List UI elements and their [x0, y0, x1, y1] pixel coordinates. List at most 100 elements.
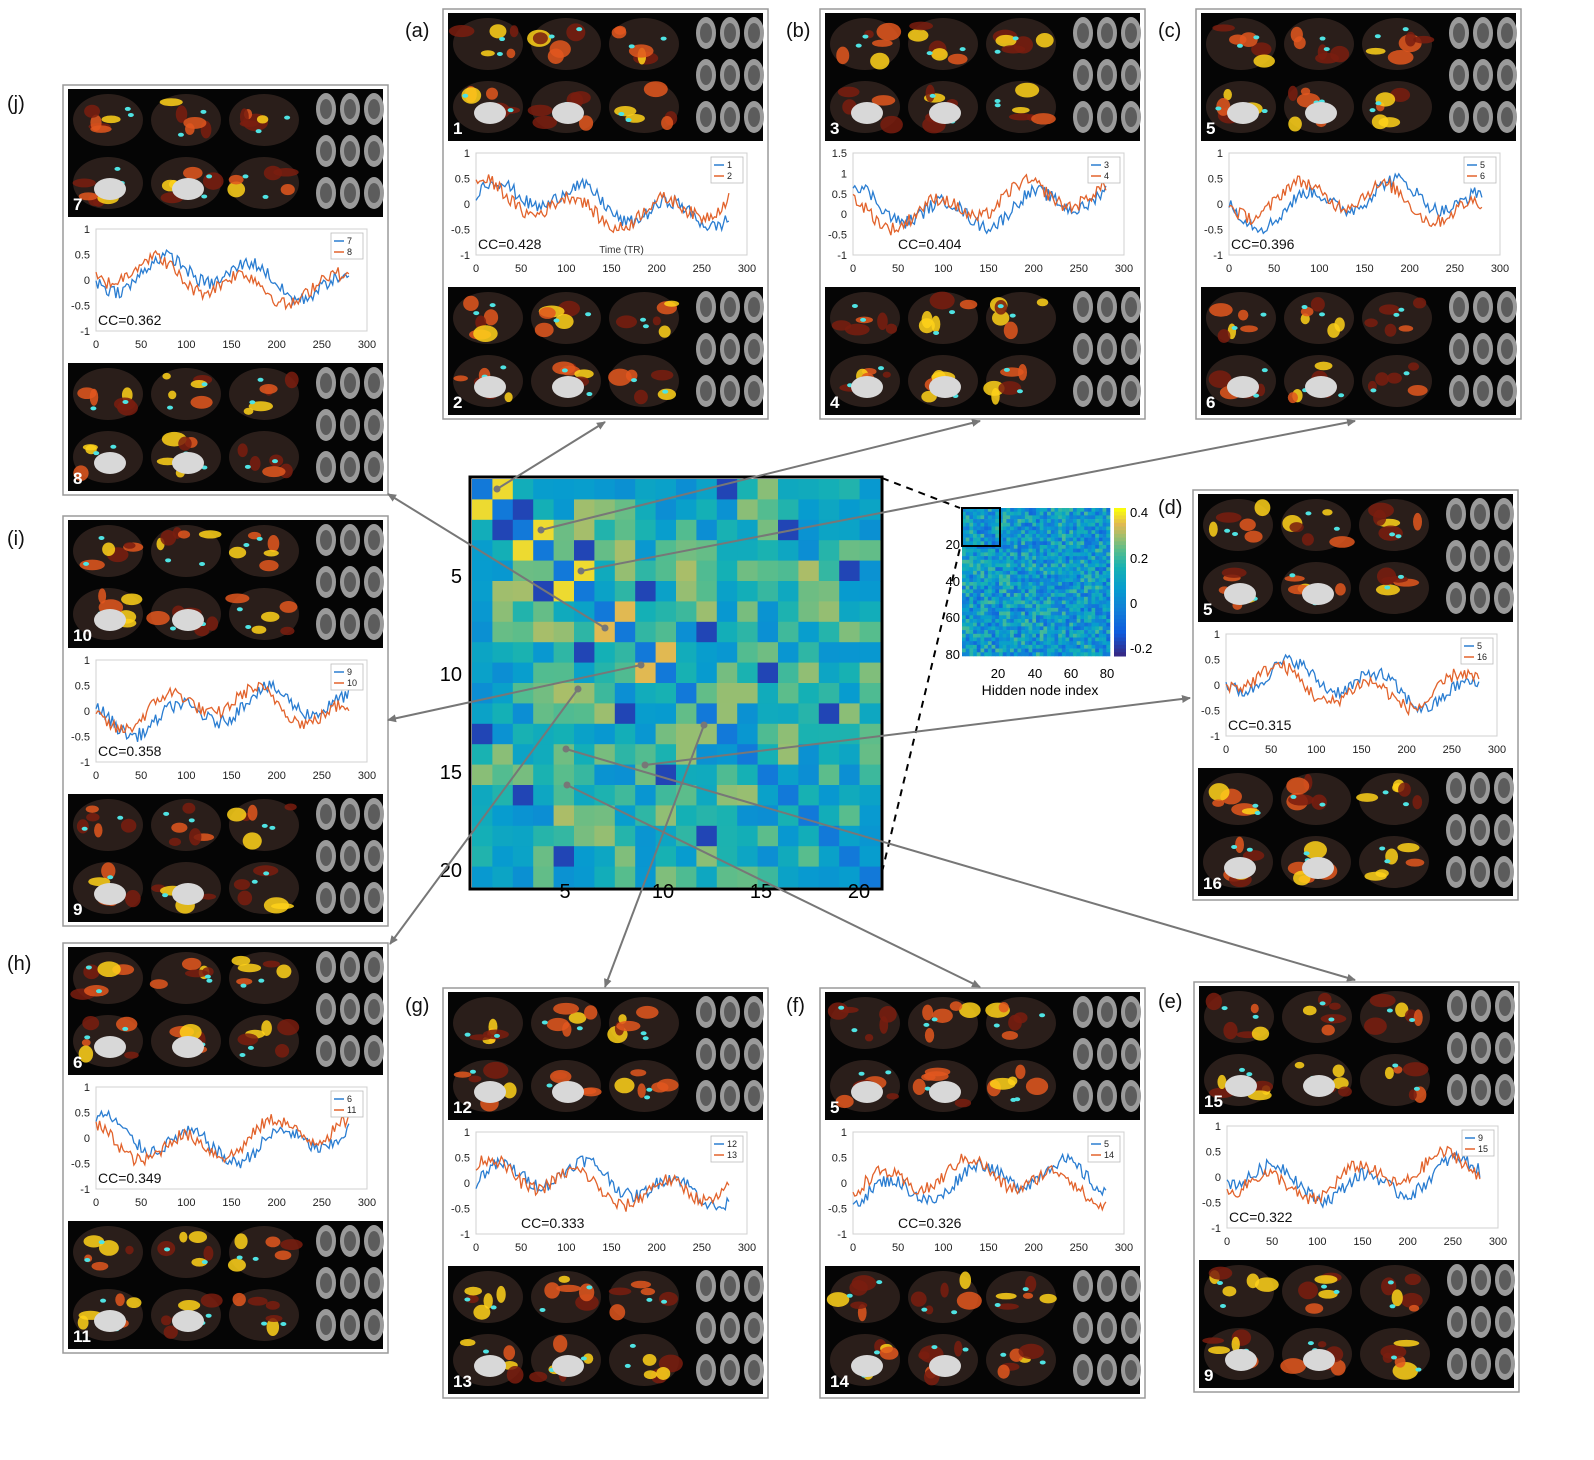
- matrix-cell: [1036, 570, 1040, 575]
- negative-blob: [1375, 101, 1382, 106]
- matrix-cell: [1080, 574, 1085, 579]
- matrix-cell: [1061, 626, 1066, 631]
- matrix-cell: [995, 641, 1000, 646]
- matrix-cell: [980, 626, 985, 631]
- colorbar-segment: [1114, 548, 1126, 553]
- matrix-cell: [574, 764, 595, 786]
- matrix-cell: [1076, 537, 1081, 542]
- matrix-cell: [553, 601, 575, 623]
- activation-blob: [1322, 509, 1333, 516]
- matrix-cell: [1080, 519, 1085, 524]
- matrix-cell: [1095, 545, 1100, 549]
- colorbar: [1114, 508, 1126, 657]
- axial-slice-interior: [1125, 1318, 1137, 1338]
- x-tick: 100: [1307, 744, 1325, 756]
- matrix-cell: [965, 641, 970, 646]
- matrix-cell: [1065, 515, 1070, 520]
- activation-blob: [1369, 993, 1396, 1008]
- matrix-cell: [716, 723, 738, 745]
- matrix-cell: [1002, 604, 1007, 609]
- matrix-cell: [1087, 508, 1092, 512]
- matrix-cell: [1098, 637, 1103, 642]
- activation-blob: [461, 87, 482, 104]
- matrix-cell: [594, 825, 616, 847]
- matrix-cell: [980, 567, 985, 572]
- matrix-cell: [1006, 578, 1011, 583]
- colorbar-segment: [1114, 545, 1126, 550]
- matrix-cell: [1073, 567, 1077, 572]
- panel-letter: (h): [7, 953, 31, 975]
- matrix-cell: [1073, 570, 1077, 575]
- x-tick: 50: [1268, 263, 1280, 275]
- activation-blob: [1413, 512, 1423, 531]
- negative-blob: [1328, 1017, 1335, 1022]
- matrix-cell: [1002, 596, 1007, 601]
- matrix-cell: [472, 479, 493, 500]
- matrix-cell: [976, 633, 981, 638]
- matrix-cell: [1050, 652, 1055, 657]
- matrix-cell: [1087, 574, 1092, 579]
- matrix-cell: [1002, 511, 1007, 516]
- matrix-cell: [1043, 519, 1048, 524]
- activation-blob: [181, 957, 202, 971]
- matrix-cell: [1032, 578, 1037, 583]
- matrix-cell: [696, 744, 718, 765]
- matrix-cell: [980, 607, 985, 612]
- matrix-cell: [1021, 537, 1026, 542]
- matrix-cell: [798, 581, 820, 602]
- matrix-cell: [962, 626, 966, 631]
- matrix-cell: [973, 630, 978, 635]
- legend-entry: 2: [727, 171, 732, 181]
- midline-structure: [929, 1081, 961, 1103]
- matrix-cell: [984, 615, 989, 620]
- activation-blob: [1364, 1017, 1387, 1035]
- matrix-cell: [1058, 615, 1063, 620]
- axial-slice-interior: [748, 339, 760, 359]
- matrix-cell: [1028, 526, 1033, 531]
- midline-structure: [929, 376, 961, 398]
- matrix-cell: [1102, 511, 1107, 516]
- matrix-cell: [1058, 585, 1063, 590]
- matrix-cell: [594, 805, 616, 827]
- matrix-cell: [1061, 611, 1066, 616]
- matrix-cell: [984, 596, 989, 601]
- x-tick: 0: [473, 263, 479, 275]
- matrix-cell: [976, 515, 981, 520]
- matrix-cell: [574, 703, 595, 725]
- matrix-cell: [1039, 563, 1044, 568]
- panel-letter: (i): [7, 528, 25, 550]
- matrix-cell: [980, 622, 985, 627]
- matrix-cell: [973, 574, 978, 579]
- matrix-cell: [1091, 526, 1096, 531]
- matrix-cell: [1058, 519, 1063, 524]
- matrix-cell: [969, 600, 974, 605]
- axial-slice-interior: [1451, 1270, 1463, 1290]
- matrix-cell: [492, 621, 514, 643]
- colorbar-segment: [1114, 596, 1126, 601]
- matrix-cell: [553, 642, 575, 663]
- matrix-cell: [1058, 530, 1063, 535]
- activation-blob: [249, 456, 261, 471]
- negative-blob: [169, 626, 176, 631]
- activation-blob: [115, 1293, 125, 1307]
- matrix-cell: [1095, 519, 1100, 524]
- activation-blob: [237, 1033, 259, 1046]
- activation-blob: [1223, 1021, 1238, 1040]
- matrix-cell: [1073, 508, 1077, 512]
- matrix-cell: [1102, 619, 1107, 623]
- matrix-cell: [655, 785, 677, 806]
- activation-blob: [1300, 306, 1314, 317]
- activation-blob: [1223, 89, 1232, 101]
- matrix-cell: [1039, 567, 1044, 572]
- matrix-cell: [1013, 604, 1018, 609]
- matrix-cell: [1106, 508, 1111, 512]
- matrix-cell: [1047, 519, 1052, 524]
- axial-slice-interior: [1077, 1086, 1089, 1106]
- matrix-cell: [574, 723, 595, 745]
- matrix-cell: [1065, 626, 1070, 631]
- matrix-cell: [1106, 530, 1111, 535]
- matrix-cell: [1039, 559, 1044, 564]
- activation-blob: [160, 529, 177, 546]
- brain-surface: [151, 952, 221, 1004]
- matrix-cell: [1013, 633, 1018, 638]
